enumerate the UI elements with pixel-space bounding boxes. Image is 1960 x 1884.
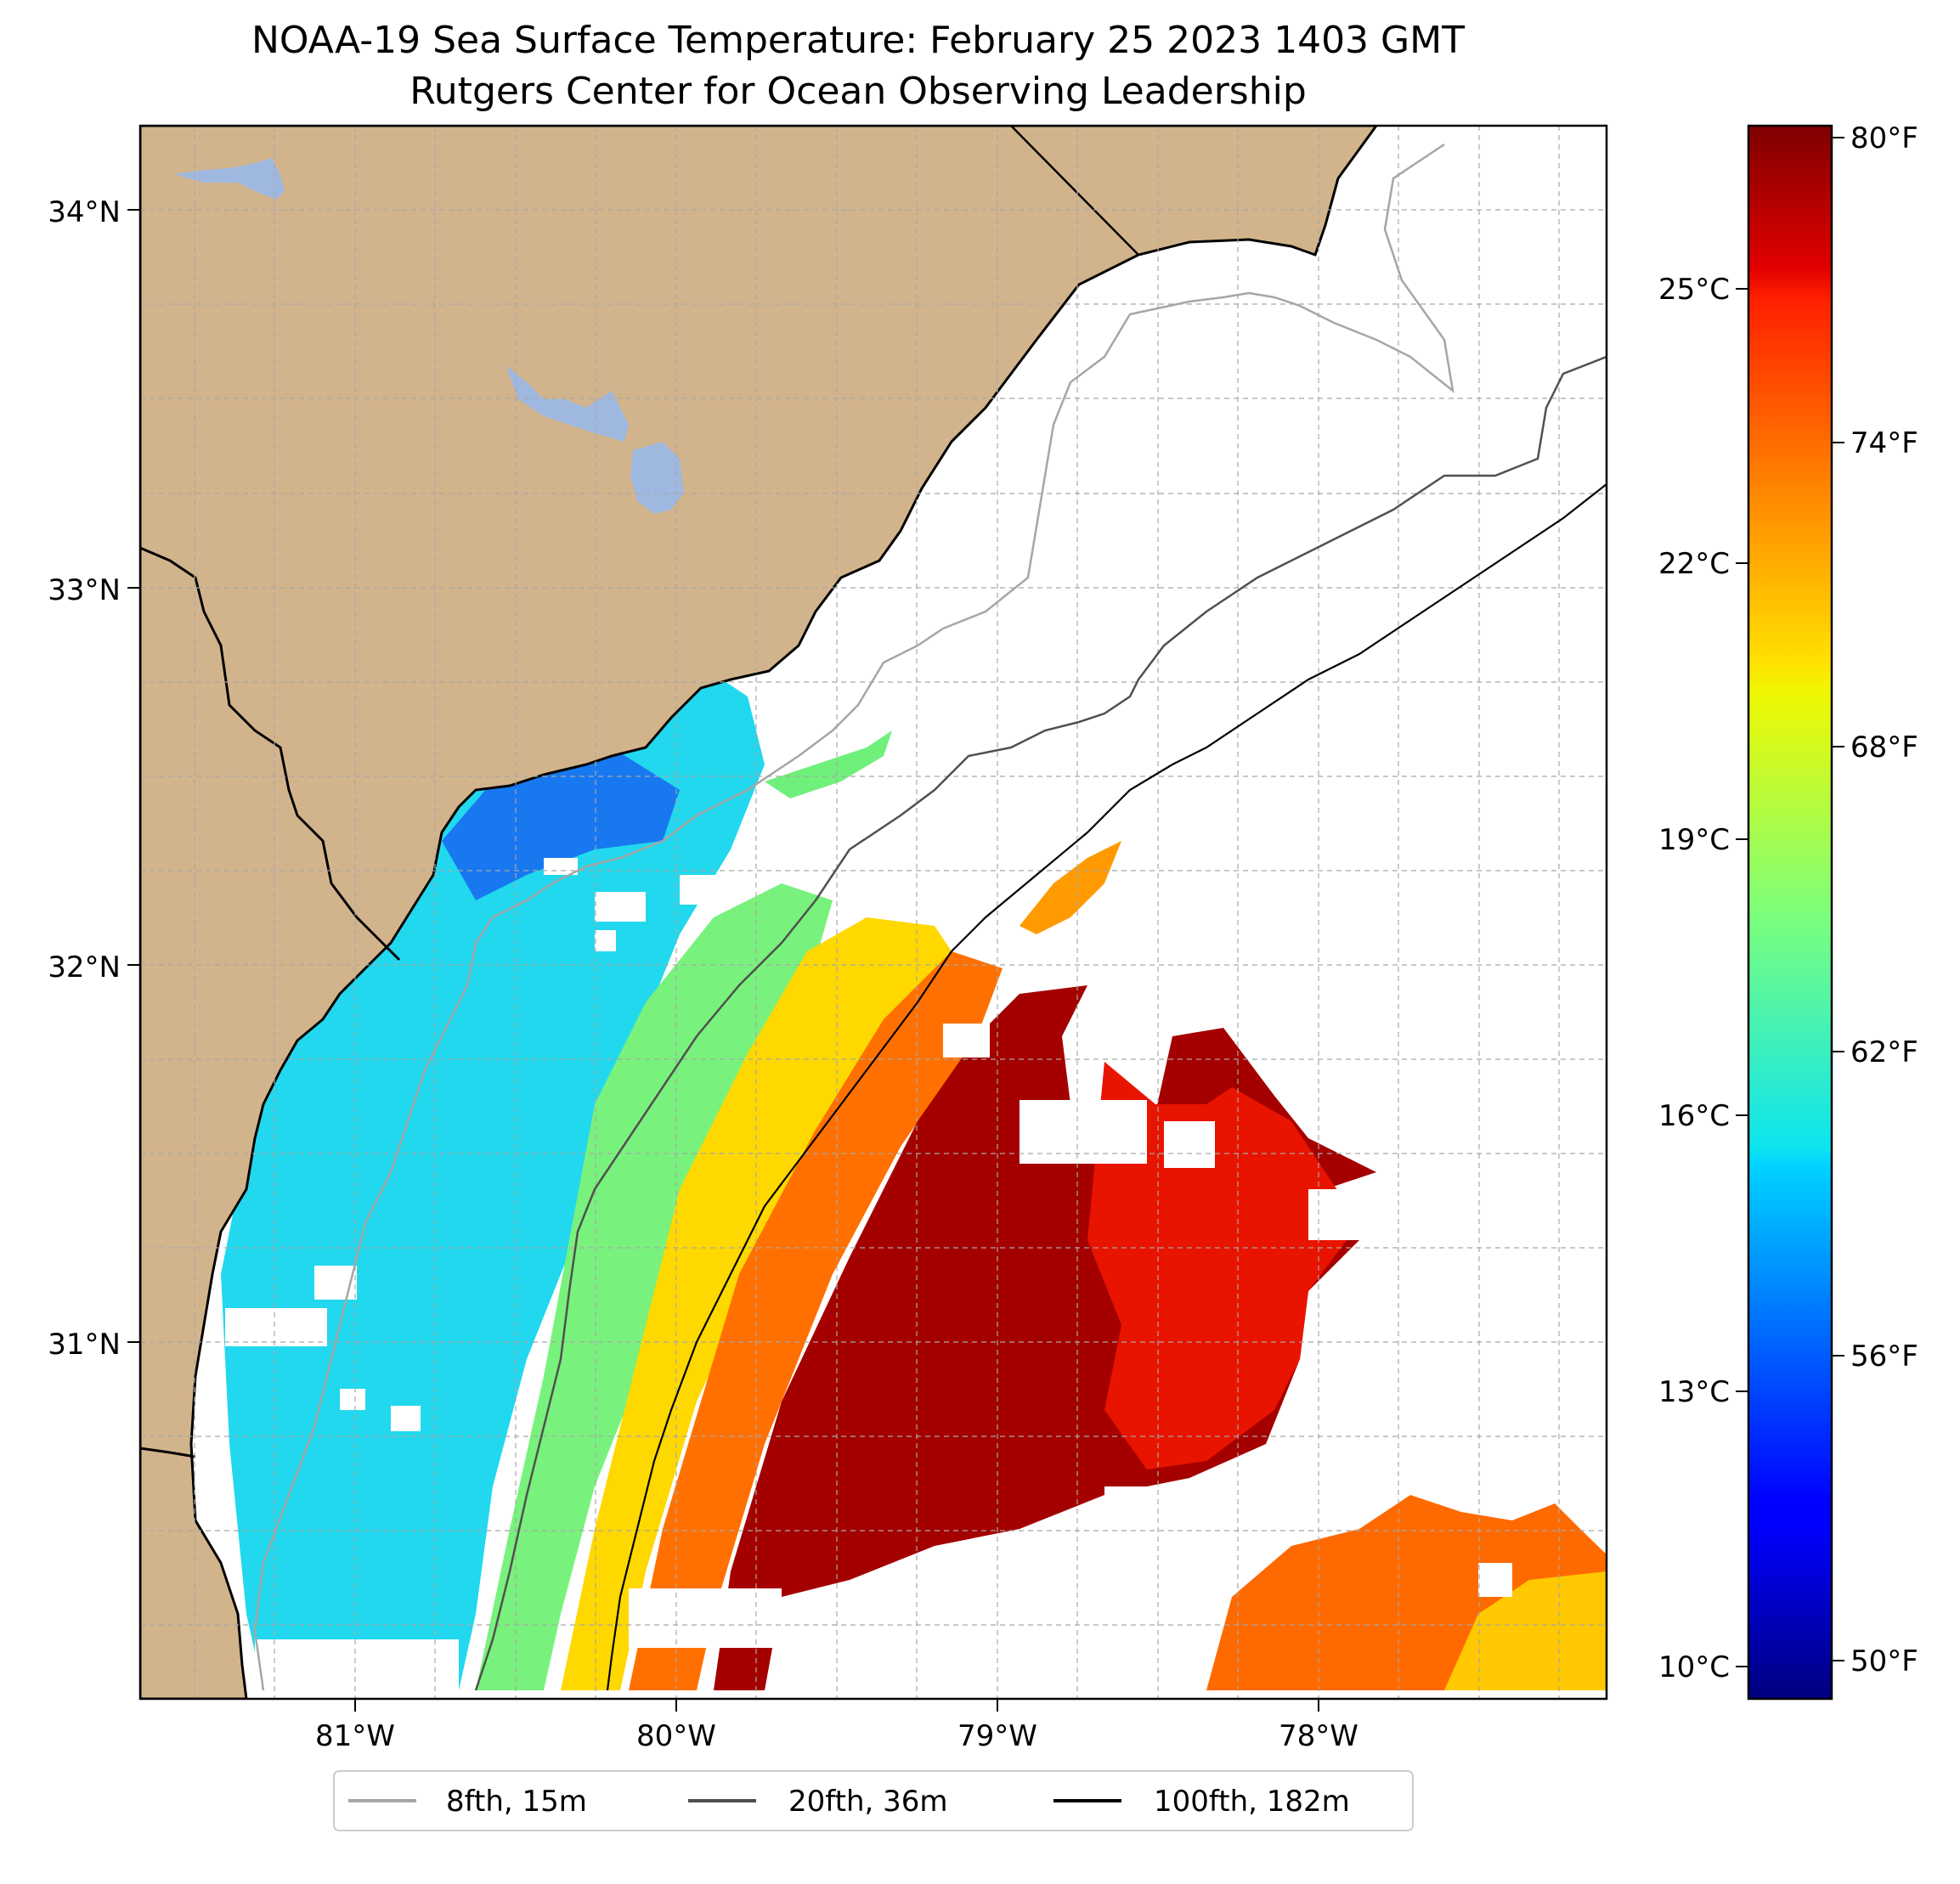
cloud-gap (225, 1308, 327, 1346)
sst-green-patch-north (765, 730, 892, 798)
colorbar-fahrenheit-label: 50°F (1850, 1644, 1918, 1678)
cloud-gap (629, 1588, 782, 1648)
lat-label: 34°N (48, 195, 121, 229)
colorbar-celsius-label: 25°C (1658, 273, 1730, 307)
cloud-gap (1308, 1189, 1393, 1240)
land (140, 126, 1378, 1699)
isobath-15m (253, 143, 1454, 1691)
colorbar-fahrenheit-label: 62°F (1850, 1035, 1918, 1069)
cloud-gap (1104, 1486, 1189, 1529)
colorbar-celsius-label: 22°C (1658, 547, 1730, 581)
cloud-gap (595, 930, 616, 951)
lake-marion (506, 365, 629, 442)
cloud-gap (1164, 1121, 1215, 1168)
legend-label-36m: 20fth, 36m (788, 1785, 948, 1819)
cloud-gap (943, 1024, 990, 1058)
title-line-1: NOAA-19 Sea Surface Temperature: Februar… (251, 19, 1465, 62)
sst-offshore-south-yellow (1444, 1571, 1607, 1690)
lat-label: 32°N (48, 950, 121, 984)
legend-box (333, 1770, 1414, 1831)
colorbar-celsius-label: 16°C (1658, 1099, 1730, 1133)
map-frame (138, 124, 1608, 1701)
colorbar-celsius-label: 19°C (1658, 823, 1730, 857)
cloud-gap (595, 892, 646, 922)
cloud-gap (1478, 1563, 1512, 1597)
lat-label: 33°N (48, 573, 121, 607)
cloud-gap (391, 1406, 421, 1431)
isobath-182m (606, 483, 1607, 1691)
lon-label: 80°W (636, 1719, 716, 1753)
colorbar-celsius-label: 13°C (1658, 1375, 1730, 1409)
cloud-gap (1020, 1100, 1147, 1164)
lon-label: 79°W (957, 1719, 1037, 1753)
legend-label-15m: 8fth, 15m (446, 1785, 587, 1819)
colorbar-fahrenheit-label: 68°F (1850, 730, 1918, 764)
cloud-gap (340, 1389, 365, 1410)
state-border (140, 1447, 196, 1458)
lake-moultrie (630, 442, 684, 514)
sst-field (221, 663, 1607, 1690)
colorbar-celsius-label: 10°C (1658, 1650, 1730, 1684)
state-border (140, 546, 401, 962)
legend-label-182m: 100fth, 182m (1154, 1785, 1350, 1819)
state-border (1010, 126, 1139, 256)
colorbar-fahrenheit-label: 74°F (1850, 426, 1918, 460)
lon-axis: 81°W 80°W 79°W 78°W (315, 1699, 1358, 1753)
sst-red-offshore (1087, 1062, 1359, 1469)
lon-label: 78°W (1279, 1719, 1358, 1753)
colorbar-fahrenheit-label: 80°F (1850, 121, 1918, 155)
colorbar: 25°C 22°C 19°C 16°C 13°C 10°C 80°F 74°F … (1658, 121, 1918, 1701)
sst-yellow-band (561, 917, 952, 1690)
lake (174, 158, 285, 200)
isobath-legend: 8fth, 15m 20fth, 36m 100fth, 182m (333, 1770, 1414, 1831)
cloud-gap (255, 1639, 459, 1690)
colorbar-fahrenheit-label: 56°F (1850, 1340, 1918, 1374)
title-line-2: Rutgers Center for Ocean Observing Leade… (410, 70, 1307, 113)
colorbar-gradient (1747, 124, 1833, 1701)
isobath-36m (474, 355, 1607, 1691)
lat-label: 31°N (48, 1328, 121, 1362)
sst-orange-patch (1020, 841, 1121, 934)
cloud-gap (935, 1554, 986, 1588)
cloud-gap (680, 875, 718, 905)
lon-label: 81°W (315, 1719, 395, 1753)
sst-orange-band (629, 951, 1003, 1690)
gridlines (140, 126, 1607, 1699)
map-panel[interactable] (140, 126, 1607, 1699)
lat-axis: 34°N 33°N 32°N 31°N (48, 195, 140, 1362)
